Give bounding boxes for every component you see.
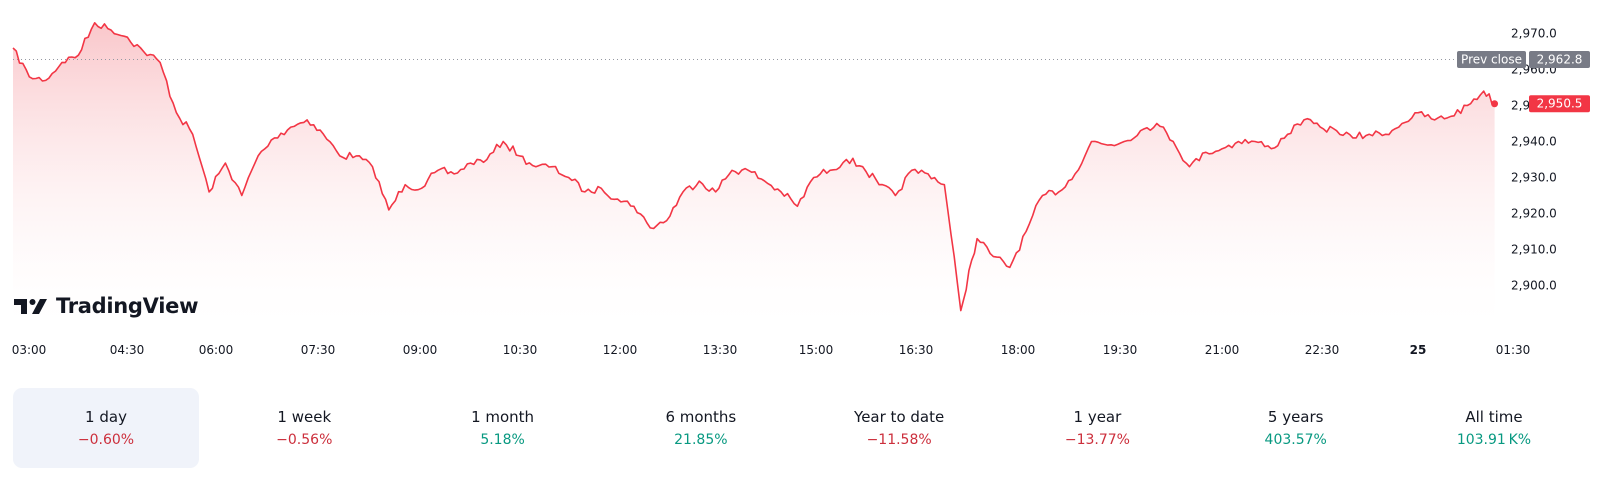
period-button-all-time[interactable]: All time 103.91 K% — [1401, 388, 1587, 468]
y-tick-label: 2,930.0 — [1511, 170, 1557, 184]
y-tick-label: 2,910.0 — [1511, 242, 1557, 256]
period-label: 5 years — [1267, 408, 1324, 426]
last-price-tag: 2,950.5 — [1529, 95, 1590, 113]
period-button-5-years[interactable]: 5 years 403.57% — [1203, 388, 1389, 468]
period-change: −11.58% — [866, 432, 932, 448]
x-tick-label: 25 — [1410, 343, 1427, 357]
period-label: 1 week — [277, 408, 332, 426]
tradingview-logo[interactable]: TradingView — [14, 294, 198, 318]
x-axis: 03:00 04:30 06:00 07:30 09:00 10:30 12:00 13:30… — [12, 343, 1531, 357]
prev-close-value-bg — [1529, 50, 1590, 68]
x-tick-label: 22:30 — [1305, 343, 1340, 357]
period-label: 6 months — [665, 408, 737, 426]
period-label: 1 year — [1073, 408, 1122, 426]
y-tick-label: 2,940.0 — [1511, 135, 1557, 149]
x-tick-label: 16:30 — [899, 343, 934, 357]
prev-close-label: Prev close — [1461, 52, 1522, 66]
x-tick-label: 15:00 — [799, 343, 834, 357]
x-tick-label: 04:30 — [110, 343, 145, 357]
x-tick-label: 21:00 — [1205, 343, 1240, 357]
period-label: Year to date — [854, 408, 945, 426]
x-tick-label: 10:30 — [503, 343, 538, 357]
period-selector: 1 day −0.60% 1 week −0.56% 1 month 5.18% 6 mon… — [13, 388, 1587, 468]
x-tick-label: 01:30 — [1496, 343, 1531, 357]
period-button-6-months[interactable]: 6 months 21.85% — [608, 388, 794, 468]
y-tick-label: 2,920.0 — [1511, 206, 1557, 220]
period-change: −0.56% — [276, 432, 333, 448]
prev-close-value: 2,962.8 — [1537, 52, 1583, 66]
price-line — [12, 22, 1495, 312]
tradingview-logo-icon — [14, 299, 47, 314]
x-tick-label: 12:00 — [603, 343, 638, 357]
prev-close-tag: Prev close 2,962.8 — [1457, 50, 1590, 68]
x-tick-label: 03:00 — [12, 343, 47, 357]
period-button-1-year[interactable]: 1 year −13.77% — [1004, 388, 1190, 468]
last-price-value-bg — [1529, 95, 1590, 113]
period-label: All time — [1465, 408, 1523, 426]
price-chart[interactable]: 2,970.02,960.02,950.02,940.02,930.02,920… — [0, 0, 1600, 370]
tradingview-wordmark: TradingView — [56, 294, 199, 318]
period-label: 1 day — [85, 408, 127, 426]
period-label: 1 month — [471, 408, 535, 426]
last-price-value: 2,950.5 — [1537, 97, 1583, 111]
x-tick-label: 13:30 — [703, 343, 738, 357]
y-tick-label: 2,970.0 — [1511, 27, 1557, 41]
period-button-1-month[interactable]: 1 month 5.18% — [410, 388, 596, 468]
price-area-fill — [13, 22, 1495, 326]
period-change: 103.91 K% — [1456, 432, 1532, 448]
x-tick-label: 09:00 — [403, 343, 438, 357]
period-button-1-week[interactable]: 1 week −0.56% — [211, 388, 397, 468]
y-tick-label: 2,900.0 — [1511, 278, 1557, 292]
x-tick-label: 18:00 — [1001, 343, 1036, 357]
x-tick-label: 07:30 — [301, 343, 336, 357]
x-tick-label: 19:30 — [1103, 343, 1138, 357]
last-price-dot — [1491, 100, 1499, 108]
period-change: 403.57% — [1264, 432, 1327, 448]
period-button-year-to-date[interactable]: Year to date −11.58% — [806, 388, 992, 468]
period-change: −0.60% — [77, 432, 135, 448]
prev-close-label-bg — [1457, 50, 1526, 68]
period-change: 21.85% — [674, 432, 728, 448]
x-tick-label: 06:00 — [199, 343, 234, 357]
period-button-1-day[interactable]: 1 day −0.60% — [13, 388, 199, 468]
period-change: 5.18% — [480, 432, 525, 448]
period-change: −13.77% — [1064, 432, 1130, 448]
